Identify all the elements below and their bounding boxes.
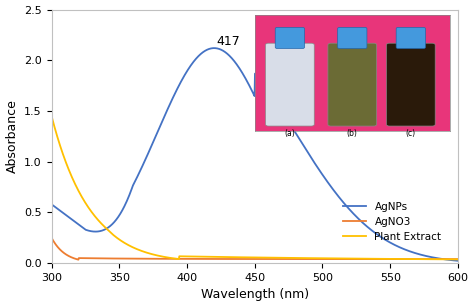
AgNO3 [75,258,81,262]
AgNO3 [455,257,461,261]
AgNPs [366,226,372,230]
Plant Extract [213,255,219,259]
Plant Extract [228,255,233,259]
Line: Plant Extract: Plant Extract [52,116,458,259]
AgNPs [211,46,217,50]
Plant Extract [455,258,461,261]
AgNO3 [213,257,219,261]
AgNO3 [374,257,379,261]
AgNO3 [366,257,372,261]
AgNPs [49,203,55,206]
Plant Extract [328,257,334,260]
Line: AgNPs: AgNPs [52,48,458,261]
AgNPs [213,46,219,50]
AgNO3 [228,257,234,261]
Line: AgNO3: AgNO3 [52,238,458,260]
AgNPs [455,259,461,262]
AgNPs [374,232,379,235]
AgNO3 [91,256,96,260]
AgNO3 [328,257,334,261]
Text: 417: 417 [217,35,241,48]
Plant Extract [90,212,96,216]
Plant Extract [373,257,379,261]
Y-axis label: Absorbance: Absorbance [6,99,18,173]
Plant Extract [365,257,371,261]
AgNO3 [49,236,55,240]
AgNPs [328,185,334,188]
Legend: AgNPs, AgNO3, Plant Extract: AgNPs, AgNO3, Plant Extract [340,199,445,245]
AgNPs [90,230,96,233]
Plant Extract [49,114,55,118]
X-axis label: Wavelength (nm): Wavelength (nm) [201,289,309,301]
AgNPs [228,56,234,59]
